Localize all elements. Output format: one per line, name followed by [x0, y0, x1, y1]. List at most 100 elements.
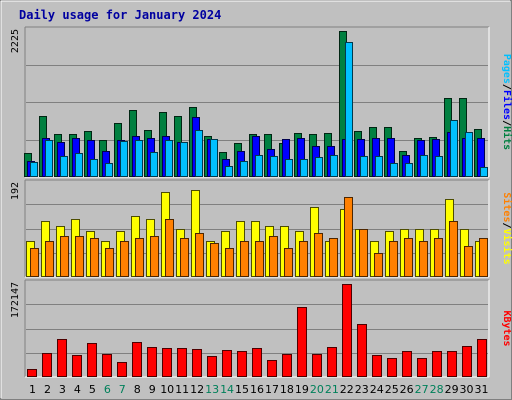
- x-tick-label-day-30: 30: [460, 383, 474, 396]
- x-tick-label-day-4: 4: [74, 383, 81, 396]
- legend-files: Files: [501, 90, 512, 120]
- x-tick-label-day-1: 1: [29, 383, 36, 396]
- bar-pages-day-17: [270, 156, 278, 177]
- bar-sites-day-13: [210, 243, 219, 277]
- bar-pages-day-13: [210, 139, 218, 177]
- x-tick-label-day-9: 9: [149, 383, 156, 396]
- bar-pages-day-15: [240, 161, 248, 177]
- bar-kbytes-day-9: [147, 347, 157, 377]
- right-label: Pages/Files/Hits: [501, 54, 512, 150]
- bar-kbytes-day-3: [57, 339, 67, 377]
- x-tick-label-day-13: 13: [205, 383, 219, 396]
- bar-pages-day-6: [105, 163, 113, 177]
- bar-kbytes-day-29: [447, 351, 457, 377]
- y-max-label: 172147: [10, 282, 21, 318]
- bar-pages-day-27: [420, 155, 428, 177]
- bar-kbytes-day-15: [237, 351, 247, 377]
- x-tick-label-day-14: 14: [220, 383, 234, 396]
- x-tick-label-day-24: 24: [370, 383, 384, 396]
- bar-kbytes-day-25: [387, 358, 397, 377]
- bar-pages-day-9: [150, 152, 158, 177]
- bar-kbytes-day-27: [417, 358, 427, 377]
- label-separator: /: [501, 222, 512, 228]
- right-label: Sites/Visits: [501, 192, 512, 264]
- bar-pages-day-26: [405, 163, 413, 177]
- bar-sites-day-6: [105, 248, 114, 277]
- bar-sites-day-11: [180, 238, 189, 277]
- bar-kbytes-day-12: [192, 349, 202, 377]
- chart-title: Daily usage for January 2024: [19, 8, 221, 22]
- x-tick-label-day-17: 17: [265, 383, 279, 396]
- bar-kbytes-day-21: [327, 347, 337, 377]
- bar-sites-day-8: [135, 238, 144, 277]
- bar-kbytes-day-8: [132, 342, 142, 377]
- x-tick-label-day-22: 22: [340, 383, 354, 396]
- x-tick-label-day-3: 3: [59, 383, 66, 396]
- bar-sites-day-30: [464, 246, 473, 277]
- bar-pages-day-5: [90, 159, 98, 177]
- x-tick-label-day-31: 31: [475, 383, 489, 396]
- bar-kbytes-day-4: [72, 355, 82, 377]
- bar-sites-day-31: [479, 238, 488, 277]
- bar-pages-day-18: [285, 159, 293, 177]
- x-tick-label-day-2: 2: [44, 383, 51, 396]
- bar-sites-day-26: [404, 238, 413, 277]
- bar-pages-day-30: [465, 132, 473, 177]
- x-tick-label-day-8: 8: [134, 383, 141, 396]
- right-label: KBytes: [501, 310, 512, 346]
- bar-sites-day-3: [60, 236, 69, 277]
- bar-kbytes-day-5: [87, 343, 97, 377]
- x-tick-label-day-20: 20: [310, 383, 324, 396]
- y-max-label: 192: [10, 182, 21, 200]
- bar-sites-day-1: [30, 248, 39, 277]
- bar-pages-day-11: [180, 142, 188, 177]
- legend-visits: Visits: [501, 229, 512, 265]
- x-tick-label-day-21: 21: [325, 383, 339, 396]
- x-tick-label-day-25: 25: [385, 383, 399, 396]
- bar-sites-day-5: [90, 238, 99, 277]
- bar-kbytes-day-22: [342, 284, 352, 377]
- bar-kbytes-day-10: [162, 348, 172, 377]
- bar-kbytes-day-18: [282, 354, 292, 377]
- bar-pages-day-3: [60, 156, 68, 177]
- bar-kbytes-day-7: [117, 362, 127, 377]
- bar-kbytes-day-24: [372, 355, 382, 377]
- bar-pages-day-29: [450, 120, 458, 177]
- bar-sites-day-16: [255, 241, 264, 277]
- x-tick-label-day-15: 15: [235, 383, 249, 396]
- bar-kbytes-day-1: [27, 369, 37, 377]
- bar-pages-day-28: [435, 156, 443, 177]
- bar-kbytes-day-19: [297, 307, 307, 377]
- x-tick-label-day-26: 26: [400, 383, 414, 396]
- x-tick-label-day-16: 16: [250, 383, 264, 396]
- bar-sites-day-21: [329, 238, 338, 277]
- legend-pages: Pages: [501, 54, 512, 84]
- bar-kbytes-day-17: [267, 360, 277, 377]
- bar-pages-day-4: [75, 153, 83, 177]
- bar-pages-day-16: [255, 155, 263, 177]
- bar-sites-day-14: [225, 248, 234, 277]
- bar-pages-day-12: [195, 130, 203, 177]
- x-tick-label-day-29: 29: [445, 383, 459, 396]
- bar-pages-day-22: [345, 42, 353, 177]
- bar-kbytes-day-2: [42, 353, 52, 377]
- bar-pages-day-10: [165, 140, 173, 177]
- bar-sites-day-18: [284, 248, 293, 277]
- bar-sites-day-15: [240, 241, 249, 277]
- bar-sites-day-19: [299, 241, 308, 277]
- bar-kbytes-day-31: [477, 339, 487, 377]
- legend-hits: Hits: [501, 126, 512, 150]
- x-tick-label-day-6: 6: [104, 383, 111, 396]
- bar-sites-day-9: [150, 236, 159, 277]
- bar-sites-day-4: [75, 236, 84, 277]
- bar-pages-day-20: [315, 157, 323, 177]
- bar-sites-day-7: [120, 241, 129, 277]
- bar-sites-day-17: [269, 236, 278, 277]
- bar-kbytes-day-23: [357, 324, 367, 377]
- bar-kbytes-day-28: [432, 351, 442, 377]
- bar-kbytes-day-11: [177, 348, 187, 377]
- bar-pages-day-21: [330, 155, 338, 177]
- bar-pages-day-1: [30, 162, 38, 177]
- bar-kbytes-day-30: [462, 346, 472, 377]
- bar-pages-day-8: [135, 140, 143, 177]
